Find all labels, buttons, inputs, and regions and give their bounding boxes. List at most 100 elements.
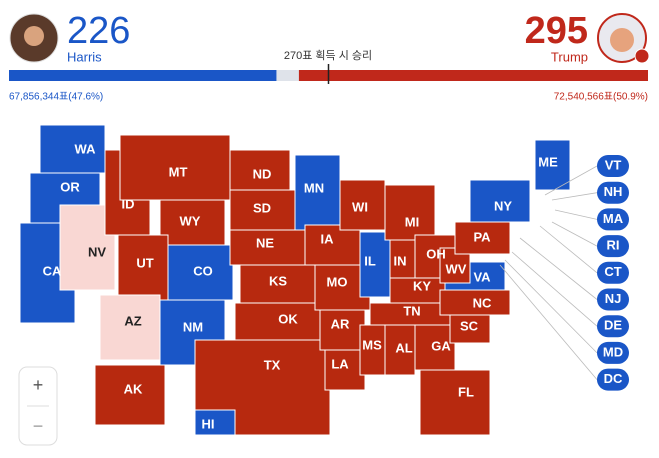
state xyxy=(339,179,386,231)
state xyxy=(294,154,341,231)
leader-line xyxy=(539,225,598,274)
state-label: AK xyxy=(124,381,143,396)
threshold-label: 270표 획득 시 승리 xyxy=(284,49,372,62)
state-label: NM xyxy=(183,319,203,334)
state-label: KY xyxy=(413,278,431,293)
state xyxy=(469,179,531,223)
state-label: ID xyxy=(122,196,135,211)
small-state xyxy=(597,235,629,258)
left-name: Harris xyxy=(67,49,102,64)
state-label: WI xyxy=(352,199,368,214)
state-label: PA xyxy=(473,229,491,244)
state-label: WA xyxy=(75,141,97,156)
state xyxy=(439,289,511,316)
state-label: LA xyxy=(331,356,349,371)
state xyxy=(359,324,386,376)
state-label: VA xyxy=(473,269,491,284)
state-label: OH xyxy=(426,246,446,261)
left-popular: 67,856,344표(47.6%) xyxy=(9,92,103,103)
small-state xyxy=(597,341,629,364)
leader-line xyxy=(551,221,598,247)
state-label: AL xyxy=(395,340,412,355)
state-label: MS xyxy=(362,337,382,352)
state-label: FL xyxy=(458,384,474,399)
leader-line xyxy=(554,209,598,220)
small-state xyxy=(597,155,629,177)
small-state xyxy=(597,208,629,231)
small-state-label: DC xyxy=(604,371,623,386)
state-label: AZ xyxy=(124,313,141,328)
trump-face xyxy=(610,28,634,52)
right-bar xyxy=(298,70,648,81)
left-bar xyxy=(9,70,277,81)
state-label: NE xyxy=(256,235,274,250)
harris-face xyxy=(24,26,44,46)
zoom-out[interactable]: − xyxy=(33,416,44,436)
right-votes: 295 xyxy=(525,10,588,52)
state-label: MT xyxy=(169,164,188,179)
state xyxy=(414,324,456,371)
leader-line xyxy=(544,165,598,196)
state-label: IN xyxy=(394,253,407,268)
state-label: TN xyxy=(403,303,420,318)
state xyxy=(304,224,361,266)
state-label: SC xyxy=(460,318,479,333)
state xyxy=(534,139,571,191)
state xyxy=(384,324,416,376)
small-state xyxy=(597,261,629,284)
small-state-label: MA xyxy=(603,211,624,226)
winner-check xyxy=(634,48,650,64)
state-label: MN xyxy=(304,180,324,195)
small-state-label: RI xyxy=(607,238,620,253)
small-state-label: VT xyxy=(605,157,622,172)
state-label: MI xyxy=(405,214,419,229)
leader-line xyxy=(551,192,598,201)
state-label: WV xyxy=(446,261,467,276)
state-label: ND xyxy=(253,166,272,181)
small-state-label: NJ xyxy=(605,291,622,306)
small-state-label: CT xyxy=(604,264,621,279)
state-label: KS xyxy=(269,273,287,288)
leader-line xyxy=(499,264,598,380)
state-label: NC xyxy=(473,295,492,310)
state-label: HI xyxy=(202,416,215,431)
small-state xyxy=(597,315,629,338)
state xyxy=(94,364,166,426)
state-label: CO xyxy=(193,263,213,278)
state-label: MO xyxy=(327,274,348,289)
zoom-in[interactable]: + xyxy=(33,375,44,395)
state xyxy=(229,229,306,266)
state xyxy=(239,264,321,304)
left-votes: 226 xyxy=(67,10,130,52)
state-label: SD xyxy=(253,200,271,215)
state xyxy=(39,124,106,174)
state-label: TX xyxy=(264,357,281,372)
state xyxy=(119,134,231,201)
small-state-label: NH xyxy=(604,184,623,199)
state xyxy=(419,369,491,436)
leader-line xyxy=(511,251,598,327)
right-popular: 72,540,566표(50.9%) xyxy=(554,92,648,103)
state-label: ME xyxy=(538,154,558,169)
leader-line xyxy=(519,237,598,300)
state xyxy=(319,309,366,351)
leader-line xyxy=(504,259,598,354)
small-state xyxy=(597,368,629,391)
state-label: IA xyxy=(321,231,335,246)
state xyxy=(229,149,291,191)
small-state-label: DE xyxy=(604,318,622,333)
state xyxy=(194,409,236,436)
small-state-label: MD xyxy=(603,344,623,359)
state xyxy=(234,302,331,341)
state-label: OR xyxy=(60,179,80,194)
state xyxy=(167,244,234,301)
state-label: OK xyxy=(278,311,298,326)
small-state xyxy=(597,181,629,204)
state-label: UT xyxy=(136,255,153,270)
state-label: WY xyxy=(180,213,201,228)
state-label: AR xyxy=(331,316,350,331)
state-label: IL xyxy=(364,253,376,268)
state-label: CA xyxy=(43,263,62,278)
state xyxy=(117,234,169,301)
